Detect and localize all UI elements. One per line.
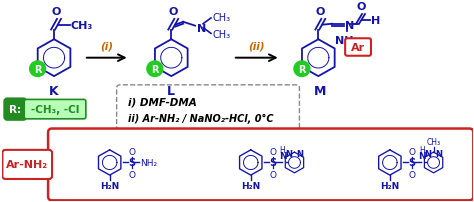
FancyBboxPatch shape (345, 39, 371, 56)
Text: O: O (408, 147, 415, 156)
Text: -CH₃, -Cl: -CH₃, -Cl (31, 105, 79, 115)
Text: S: S (408, 158, 415, 168)
Text: N: N (279, 151, 286, 160)
Text: O: O (128, 170, 135, 179)
Text: N: N (297, 149, 303, 158)
Text: N: N (436, 149, 443, 158)
Text: H: H (280, 145, 285, 154)
Text: R: R (151, 64, 159, 74)
Text: CH₃: CH₃ (212, 30, 230, 40)
Text: H₂N: H₂N (380, 181, 400, 190)
Text: R: R (34, 64, 41, 74)
Text: N: N (425, 149, 431, 158)
Text: H: H (371, 16, 380, 26)
Text: Ar-NH₂: Ar-NH₂ (6, 160, 48, 170)
Circle shape (294, 62, 310, 77)
Text: N: N (418, 151, 426, 160)
Text: Ar: Ar (351, 43, 365, 53)
Text: L: L (167, 84, 175, 97)
Text: (i): (i) (100, 42, 113, 52)
Text: (ii): (ii) (248, 42, 265, 52)
Text: ii) Ar-NH₂ / NaNO₂-HCl, 0°C: ii) Ar-NH₂ / NaNO₂-HCl, 0°C (128, 113, 273, 123)
Text: N: N (197, 23, 206, 33)
Text: i) DMF-DMA: i) DMF-DMA (128, 97, 196, 107)
Circle shape (147, 62, 163, 77)
Text: NH: NH (335, 36, 354, 46)
FancyBboxPatch shape (4, 99, 26, 120)
Circle shape (30, 62, 46, 77)
Text: S: S (128, 158, 135, 168)
Text: CH₃: CH₃ (212, 13, 230, 23)
FancyBboxPatch shape (2, 150, 52, 179)
Text: O: O (128, 147, 135, 156)
Text: R: R (298, 64, 306, 74)
FancyBboxPatch shape (48, 129, 474, 200)
Text: N: N (345, 21, 355, 31)
Text: K: K (49, 84, 59, 97)
Text: CH₃: CH₃ (71, 21, 93, 31)
Text: CH₃: CH₃ (427, 138, 441, 147)
Text: H: H (419, 145, 425, 154)
Text: H₂N: H₂N (100, 181, 119, 190)
Text: N: N (285, 149, 292, 158)
Text: O: O (269, 147, 276, 156)
FancyBboxPatch shape (117, 85, 300, 134)
Text: R:: R: (9, 105, 21, 115)
Text: M: M (314, 84, 327, 97)
Text: S: S (269, 158, 276, 168)
Text: O: O (316, 7, 325, 17)
Text: O: O (269, 170, 276, 179)
Text: H₂N: H₂N (241, 181, 260, 190)
Text: NH₂: NH₂ (140, 158, 157, 167)
Text: O: O (169, 7, 178, 17)
FancyBboxPatch shape (24, 100, 86, 119)
Text: O: O (408, 170, 415, 179)
Text: O: O (356, 2, 366, 12)
Text: O: O (51, 7, 61, 17)
